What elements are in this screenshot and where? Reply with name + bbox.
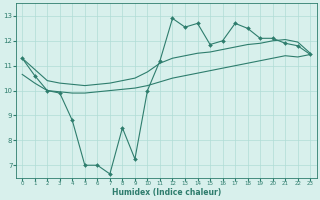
X-axis label: Humidex (Indice chaleur): Humidex (Indice chaleur) — [112, 188, 221, 197]
